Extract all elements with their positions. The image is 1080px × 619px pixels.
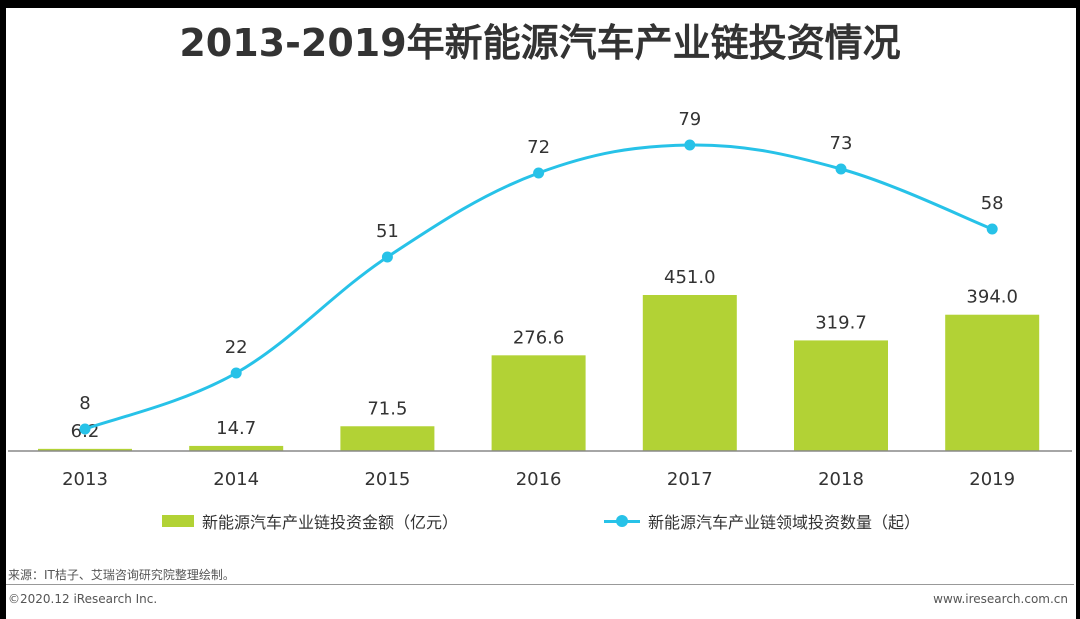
top-border: [0, 0, 1080, 8]
line-point-2016: [533, 167, 545, 179]
bar-2019: [945, 314, 1040, 451]
line-label-2017: 79: [678, 109, 701, 130]
line-label-2018: 73: [830, 133, 853, 154]
left-border: [0, 0, 6, 619]
x-tick-2019: 2019: [969, 469, 1015, 490]
bar-2018: [794, 340, 888, 451]
x-tick-2016: 2016: [516, 469, 562, 490]
line-point-2015: [381, 251, 393, 263]
line-point-2019: [986, 223, 998, 235]
line-label-2016: 72: [527, 137, 550, 158]
legend-bar-label: 新能源汽车产业链投资金额（亿元）: [202, 513, 459, 532]
line-point-2013: [79, 423, 91, 435]
bar-label-2014: 14.7: [216, 418, 256, 439]
bar-2014: [189, 445, 284, 451]
x-tick-2017: 2017: [667, 469, 713, 490]
line-label-2019: 58: [981, 193, 1004, 214]
x-tick-2015: 2015: [364, 469, 410, 490]
legend: 新能源汽车产业链投资金额（亿元） 新能源汽车产业链领域投资数量（起）: [0, 509, 1080, 533]
bar-label-2017: 451.0: [664, 267, 716, 288]
copyright: ©2020.12 iResearch Inc.: [8, 592, 158, 606]
bar-2015: [340, 426, 435, 451]
bar-label-2018: 319.7: [815, 312, 867, 333]
x-tick-2013: 2013: [62, 469, 108, 490]
source-note: 来源：IT桔子、艾瑞咨询研究院整理绘制。: [8, 568, 235, 582]
investment-chart: 6.214.771.5276.6451.0319.7394.0201320142…: [8, 109, 1072, 490]
bar-2013: [38, 448, 132, 451]
bar-label-2016: 276.6: [513, 327, 565, 348]
line-point-2017: [684, 139, 696, 151]
footer-divider: [6, 584, 1074, 585]
bar-2016: [491, 355, 586, 451]
x-tick-2014: 2014: [213, 469, 259, 490]
legend-bar-swatch: [162, 515, 194, 527]
legend-line-label: 新能源汽车产业链领域投资数量（起）: [648, 513, 921, 532]
x-tick-2018: 2018: [818, 469, 864, 490]
line-label-2014: 22: [225, 337, 248, 358]
bar-label-2019: 394.0: [966, 287, 1018, 308]
bar-label-2015: 71.5: [367, 398, 407, 419]
right-border: [1076, 0, 1080, 619]
bar-2017: [642, 294, 737, 451]
line-label-2015: 51: [376, 221, 399, 242]
chart-title: 2013-2019年新能源汽车产业链投资情况: [179, 21, 901, 65]
website-link[interactable]: www.iresearch.com.cn: [933, 592, 1068, 606]
line-point-2018: [835, 163, 847, 175]
legend-line: 新能源汽车产业链领域投资数量（起）: [604, 509, 920, 533]
legend-bar: 新能源汽车产业链投资金额（亿元）: [162, 509, 458, 533]
line-label-2013: 8: [79, 393, 90, 414]
legend-line-swatch: [604, 515, 640, 527]
line-point-2014: [230, 367, 242, 379]
